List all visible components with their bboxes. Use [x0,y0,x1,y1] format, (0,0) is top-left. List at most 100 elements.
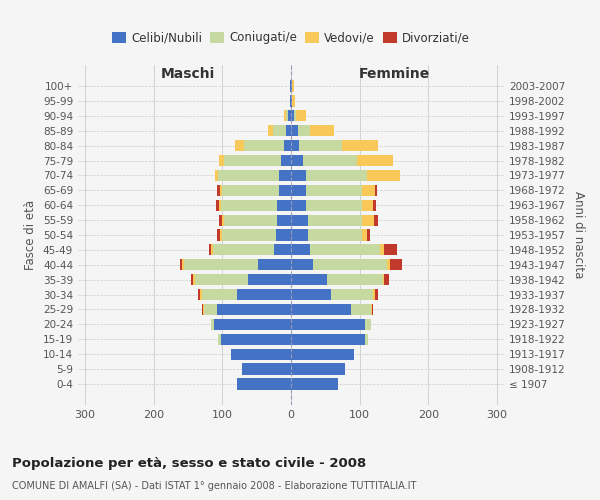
Bar [374,214,378,226]
Text: Femmine: Femmine [358,67,430,81]
Bar [230,348,291,360]
Bar [198,289,200,300]
Bar [291,259,313,270]
Bar [217,230,220,240]
Bar [284,140,291,151]
Bar [291,184,306,196]
Bar [276,230,291,240]
Bar [291,110,294,122]
Bar [222,184,278,196]
Bar [291,274,327,285]
Bar [367,230,370,240]
Bar [290,96,291,106]
Bar [375,289,377,300]
Bar [221,200,277,211]
Bar [238,378,291,390]
Bar [292,80,294,92]
Bar [292,96,295,106]
Bar [203,304,205,315]
Bar [217,304,291,315]
Bar [362,200,373,211]
Bar [222,230,276,240]
Legend: Celibi/Nubili, Coniugati/e, Vedovi/e, Divorziati/e: Celibi/Nubili, Coniugati/e, Vedovi/e, Di… [107,26,475,49]
Bar [294,110,296,122]
Bar [281,155,291,166]
Bar [352,304,371,315]
Bar [205,304,217,315]
Y-axis label: Fasce di età: Fasce di età [25,200,37,270]
Bar [342,140,377,151]
Bar [291,364,344,374]
Bar [291,348,354,360]
Bar [242,364,291,374]
Bar [308,214,362,226]
Bar [211,244,214,256]
Bar [291,334,365,345]
Bar [291,244,310,256]
Bar [383,274,385,285]
Bar [331,289,373,300]
Bar [218,170,278,181]
Bar [219,155,224,166]
Bar [221,214,224,226]
Bar [367,170,400,181]
Bar [298,125,310,136]
Bar [290,80,291,92]
Bar [286,125,291,136]
Bar [310,125,334,136]
Bar [357,155,392,166]
Bar [291,155,304,166]
Bar [362,184,375,196]
Bar [184,259,258,270]
Bar [375,184,377,196]
Text: COMUNE DI AMALFI (SA) - Dati ISTAT 1° gennaio 2008 - Elaborazione TUTTITALIA.IT: COMUNE DI AMALFI (SA) - Dati ISTAT 1° ge… [12,481,416,491]
Bar [193,274,195,285]
Bar [278,170,291,181]
Bar [277,200,291,211]
Bar [288,110,291,122]
Bar [390,259,403,270]
Bar [219,214,221,226]
Bar [291,214,308,226]
Bar [304,155,357,166]
Bar [215,170,218,181]
Bar [291,170,306,181]
Bar [362,214,374,226]
Bar [362,230,367,240]
Bar [220,230,222,240]
Bar [387,259,390,270]
Bar [182,259,184,270]
Bar [291,289,331,300]
Bar [200,289,202,300]
Bar [306,184,362,196]
Bar [195,274,248,285]
Bar [365,334,368,345]
Bar [308,230,362,240]
Bar [214,244,274,256]
Bar [238,289,291,300]
Bar [224,214,277,226]
Bar [373,289,375,300]
Bar [306,200,362,211]
Bar [291,319,365,330]
Bar [248,274,291,285]
Bar [258,259,291,270]
Bar [371,304,372,315]
Bar [268,125,273,136]
Bar [284,110,286,122]
Bar [380,244,385,256]
Bar [216,200,219,211]
Bar [278,184,291,196]
Bar [385,274,389,285]
Bar [385,244,397,256]
Bar [291,230,308,240]
Bar [179,259,182,270]
Bar [373,200,376,211]
Bar [273,125,286,136]
Bar [202,289,238,300]
Bar [274,244,291,256]
Bar [214,319,291,330]
Bar [291,378,338,390]
Bar [365,319,371,330]
Bar [299,140,342,151]
